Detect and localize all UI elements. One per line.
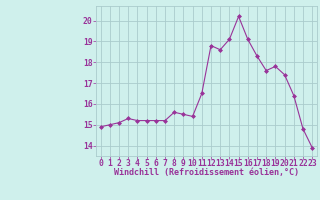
X-axis label: Windchill (Refroidissement éolien,°C): Windchill (Refroidissement éolien,°C) <box>114 168 299 177</box>
